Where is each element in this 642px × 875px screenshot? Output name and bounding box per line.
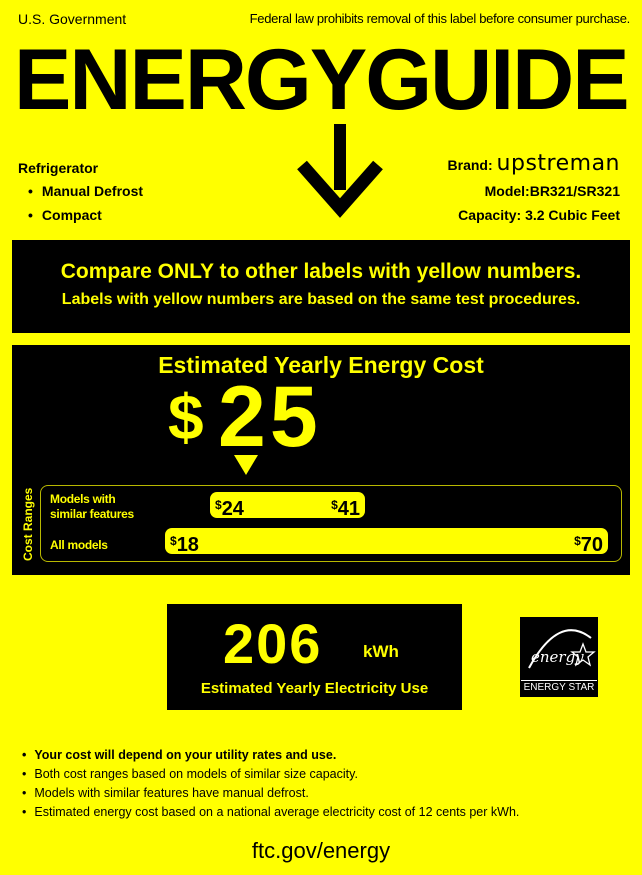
electricity-use-panel: 206 kWh Estimated Yearly Electricity Use [167, 604, 462, 710]
electricity-value: 206 [223, 612, 323, 675]
energy-star-icon: energy [528, 629, 596, 669]
electricity-unit: kWh [363, 642, 399, 661]
us-government-label: U.S. Government [18, 11, 127, 27]
similar-models-range-bar: $24 $41 [210, 492, 365, 520]
energy-cost-panel: Estimated Yearly Energy Cost $ 25 Cost R… [12, 345, 630, 575]
electricity-label: Estimated Yearly Electricity Use [200, 680, 429, 697]
note-2: Both cost ranges based on models of simi… [22, 766, 358, 782]
compare-notice: Compare ONLY to other labels with yellow… [12, 240, 630, 333]
similar-models-label: Models with similar features [50, 492, 134, 521]
note-1: Your cost will depend on your utility ra… [22, 747, 336, 763]
similar-low: $24 [215, 498, 244, 520]
cost-ranges-box [40, 485, 622, 562]
energyguide-title: ENERGYGUIDE [14, 32, 630, 128]
yearly-cost-value: 25 [218, 369, 322, 465]
feature-compact: Compact [28, 206, 102, 224]
cost-ranges-label: Cost Ranges [21, 487, 35, 561]
cost-currency: $ [168, 381, 204, 453]
compare-line-2: Labels with yellow numbers are based on … [61, 291, 581, 308]
model-number: Model:BR321/SR321 [484, 183, 620, 199]
energy-star-logo: energy ENERGY STAR [520, 617, 598, 697]
all-models-label: All models [50, 538, 108, 552]
note-3: Models with similar features have manual… [22, 785, 308, 801]
energy-star-label: ENERGY STAR [521, 680, 597, 694]
brand-line: Brand: upstreman [448, 152, 620, 176]
similar-high: $41 [331, 498, 360, 520]
cost-marker-triangle-icon [234, 455, 258, 475]
compare-line-1: Compare ONLY to other labels with yellow… [60, 260, 582, 283]
brand-logo: upstreman [496, 151, 620, 176]
feature-manual-defrost: Manual Defrost [28, 182, 143, 200]
brand-label: Brand: [447, 157, 493, 173]
all-high: $70 [574, 534, 603, 556]
all-models-range-bar: $18 $70 [165, 528, 608, 556]
note-4: Estimated energy cost based on a nationa… [22, 804, 519, 820]
energy-cost-title: Estimated Yearly Energy Cost [158, 352, 484, 378]
arrow-down-icon [297, 124, 383, 218]
svg-text:energy: energy [531, 648, 584, 666]
federal-law-notice: Federal law prohibits removal of this la… [249, 11, 631, 26]
product-type: Refrigerator [18, 160, 99, 176]
all-low: $18 [170, 534, 199, 556]
ftc-link[interactable]: ftc.gov/energy [251, 838, 391, 863]
capacity: Capacity: 3.2 Cubic Feet [458, 207, 620, 223]
